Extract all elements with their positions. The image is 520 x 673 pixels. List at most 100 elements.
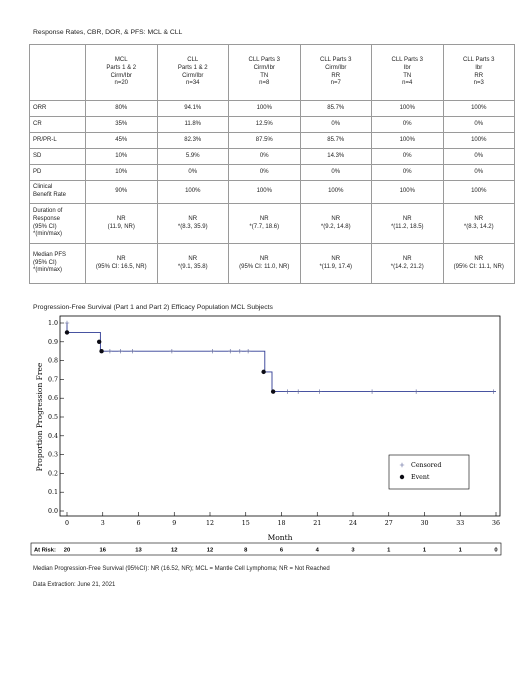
- at-risk-count: 8: [244, 548, 248, 554]
- cell-line: 100%: [256, 188, 272, 195]
- cell-line: (95% CI: 11.0, NR): [239, 263, 290, 270]
- x-tick-label: 6: [136, 520, 140, 527]
- column-header-line: Parts 1 & 2: [177, 64, 208, 71]
- table-cell: NR (11.9, NR): [85, 203, 158, 244]
- cell-line: *(11.9, 17.4): [319, 263, 353, 270]
- y-tick-label: 0.0: [48, 508, 58, 515]
- x-tick-label: 27: [385, 520, 393, 527]
- cell-line: 45%: [115, 136, 128, 143]
- column-header-line: Cirm/Ibr: [182, 72, 204, 79]
- event-point: [270, 389, 276, 394]
- cell-line: 0%: [402, 168, 412, 175]
- cell-line: 90%: [115, 188, 128, 195]
- row-label: Median PFS (95% CI) *(min/max): [29, 243, 86, 284]
- cell-line: 0%: [474, 152, 484, 159]
- y-tick-label: 0.2: [48, 470, 58, 477]
- censor-mark: [169, 349, 175, 354]
- cell-line: NR: [402, 255, 412, 262]
- cell-line: 0%: [188, 168, 198, 175]
- x-tick-label: 18: [277, 520, 285, 527]
- table-row: Clinical Benefit Rate 90% 100% 100% 100% 100% 1…: [29, 180, 515, 204]
- x-tick-label: 9: [172, 520, 176, 527]
- censor-mark: [228, 349, 233, 354]
- legend-censored-marker: [399, 462, 405, 468]
- response-table: MCL Parts 1 & 2 Cirm/Ibr n=20 CLL Parts 1 & 2…: [29, 44, 515, 284]
- cell-line: 10%: [115, 152, 128, 159]
- y-axis-label: Proportion Progression Free: [35, 362, 44, 471]
- at-risk-count: 1: [459, 548, 463, 554]
- cell-line: 100%: [328, 188, 344, 195]
- row-label-line: Duration of: [33, 207, 63, 214]
- table-cell: NR (95% CI: 16.5, NR): [85, 243, 158, 284]
- cell-line: 100%: [399, 104, 415, 111]
- table-row: CR 35% 11.8% 12.5% 0% 0% 0%: [29, 116, 515, 133]
- cell-line: 100%: [185, 188, 201, 195]
- x-tick-label: 33: [456, 520, 464, 527]
- censor-mark: [130, 349, 135, 354]
- y-tick-label: 0.8: [48, 358, 58, 365]
- footnote-pfs: Median Progression-Free Survival (95%CI)…: [33, 566, 330, 572]
- legend-censored-label: Censored: [411, 462, 441, 469]
- row-label-line: Response: [33, 215, 61, 222]
- cell-line: 85.7%: [327, 104, 345, 111]
- cell-line: 94.1%: [184, 104, 202, 111]
- cell-line: 100%: [471, 188, 487, 195]
- column-header-line: Cirm/Ibr: [110, 72, 132, 79]
- cell-line: 80%: [115, 104, 128, 111]
- column-header-line: Ibr: [475, 64, 483, 71]
- plot-frame: [59, 315, 501, 517]
- row-label-line: ORR: [33, 104, 47, 111]
- y-tick-label: 0.1: [48, 489, 58, 496]
- column-header-line: Parts 1 & 2: [106, 64, 137, 71]
- column-header-line: CLL: [187, 56, 199, 63]
- event-point: [96, 339, 102, 344]
- cell-line: NR: [116, 255, 126, 262]
- at-risk-count: 12: [171, 548, 177, 554]
- censor-mark: [64, 320, 70, 326]
- cell-line: 5.9%: [185, 152, 200, 159]
- cell-line: 100%: [471, 104, 487, 111]
- column-header: CLL Parts 3 Cirm/Ibr RR n=7: [299, 44, 372, 101]
- row-label-line: PR/PR-L: [33, 136, 57, 143]
- cell-line: NR: [188, 255, 198, 262]
- censor-mark: [245, 349, 251, 354]
- at-risk-count: 3: [351, 548, 355, 554]
- column-header-line: Cirm/Ibr: [325, 64, 347, 71]
- row-label-line: *(min/max): [33, 231, 63, 238]
- y-tick-label: 0.9: [48, 339, 58, 346]
- row-label-line: SD: [33, 152, 42, 159]
- cell-line: 100%: [471, 136, 487, 143]
- cell-line: *(11.2, 18.5): [390, 223, 424, 230]
- event-point: [64, 330, 70, 335]
- row-label-line: Median PFS: [33, 251, 67, 258]
- censor-mark: [107, 349, 113, 354]
- censor-mark: [285, 389, 290, 394]
- legend-event-label: Event: [411, 474, 430, 481]
- column-header-line: MCL: [114, 56, 128, 63]
- cell-line: NR: [188, 215, 198, 222]
- y-tick-label: 0.3: [48, 452, 58, 459]
- column-header-line: Ibr: [403, 64, 411, 71]
- cell-line: *(7.7, 18.6): [249, 223, 280, 230]
- cell-line: 10%: [115, 168, 128, 175]
- censor-mark: [369, 389, 375, 394]
- cell-line: NR: [259, 255, 269, 262]
- row-label-line: *(min/max): [33, 267, 63, 274]
- table-body: ORR 80% 94.1% 100% 85.7% 100% 100% CR 35% 11.8% 12…: [29, 100, 515, 284]
- at-risk-count: 1: [423, 548, 427, 554]
- cell-line: 0%: [474, 168, 484, 175]
- cell-line: 85.7%: [327, 136, 345, 143]
- table-row: PR/PR-L 45% 82.3% 87.5% 85.7% 100% 100%: [29, 132, 515, 149]
- x-tick-label: 30: [420, 520, 428, 527]
- at-risk-band: [30, 542, 502, 556]
- cell-line: NR: [331, 255, 341, 262]
- table-cell: NR (95% CI: 11.0, NR): [228, 243, 301, 284]
- cell-line: NR: [474, 215, 484, 222]
- table-row: ORR 80% 94.1% 100% 85.7% 100% 100%: [29, 100, 515, 117]
- y-tick-label: 0.5: [48, 414, 58, 421]
- censor-mark: [317, 389, 322, 394]
- table-header-row: MCL Parts 1 & 2 Cirm/Ibr n=20 CLL Parts 1 & 2…: [29, 44, 515, 101]
- cell-line: (11.9, NR): [107, 223, 135, 230]
- table-cell: NR *(9.1, 35.8): [156, 243, 229, 284]
